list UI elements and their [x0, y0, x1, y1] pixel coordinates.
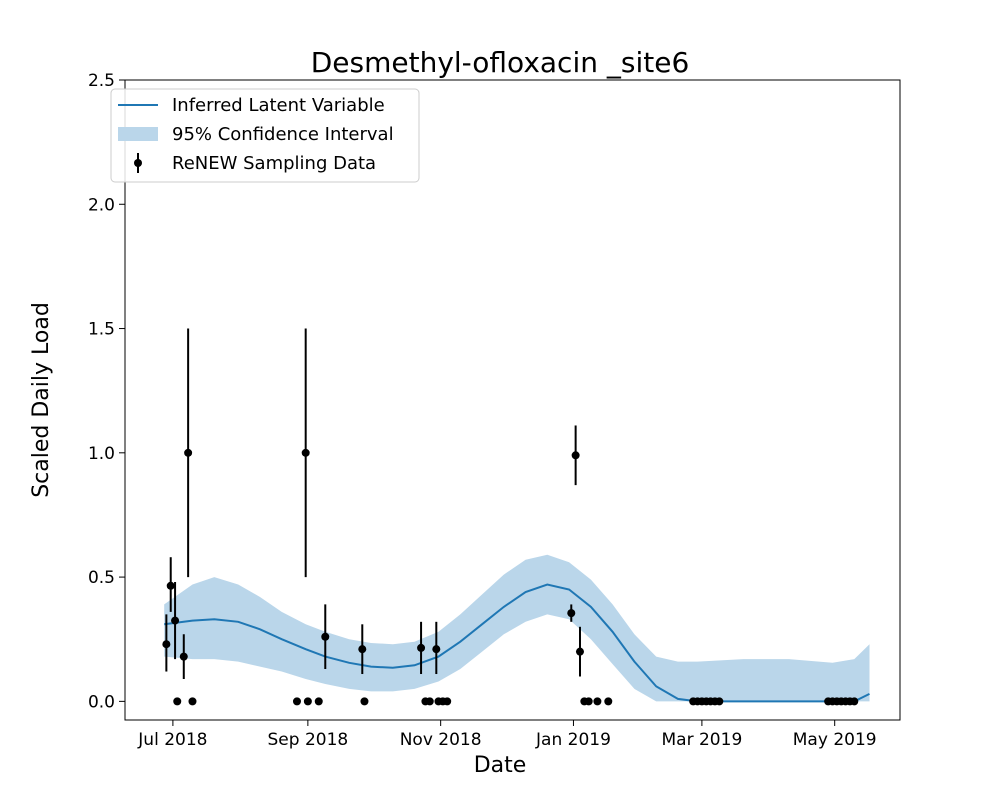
y-tick-label: 1.5	[88, 320, 115, 340]
data-point	[604, 697, 613, 706]
confidence-band	[164, 554, 870, 702]
x-tick-label: Nov 2018	[400, 730, 482, 750]
x-tick-label: Mar 2019	[662, 730, 743, 750]
x-axis-ticks: Jul 2018 Sep 2018 Nov 2018 Jan 2019 Mar 2019…	[137, 720, 877, 750]
data-point	[425, 697, 434, 706]
data-point	[593, 697, 602, 706]
data-point	[358, 645, 367, 654]
y-axis-ticks: 0.0 0.5 1.0 1.5 2.0 2.5	[88, 71, 125, 712]
data-point	[571, 451, 580, 460]
data-point	[360, 697, 369, 706]
legend-label-samples: ReNEW Sampling Data	[172, 153, 376, 174]
y-tick-label: 2.0	[88, 195, 115, 215]
data-point	[575, 647, 584, 656]
y-tick-label: 0.5	[88, 568, 115, 588]
data-point	[443, 697, 452, 706]
x-tick-label: Sep 2018	[268, 730, 349, 750]
plot-frame	[124, 79, 901, 721]
data-point	[417, 643, 426, 652]
data-point	[173, 697, 182, 706]
legend: Inferred Latent Variable 95% Confidence …	[110, 88, 420, 183]
data-point	[303, 697, 312, 706]
confidence-band-layer	[164, 554, 870, 702]
chart-title: Desmethyl-ofloxacin _site6	[311, 46, 690, 79]
legend-point-swatch	[134, 159, 142, 167]
data-point	[584, 697, 593, 706]
x-tick-label: Jan 2019	[535, 730, 611, 750]
data-point	[166, 581, 175, 590]
data-point	[188, 697, 197, 706]
x-tick-label: Jul 2018	[137, 730, 207, 750]
data-point	[715, 697, 724, 706]
data-point	[184, 448, 193, 457]
legend-label-latent: Inferred Latent Variable	[172, 95, 385, 116]
data-point	[567, 609, 576, 618]
data-point	[171, 616, 180, 625]
sample-point-layer	[162, 448, 859, 706]
data-point	[314, 697, 323, 706]
y-tick-label: 1.0	[88, 444, 115, 464]
legend-label-band: 95% Confidence Interval	[172, 124, 394, 145]
legend-band-swatch	[118, 127, 158, 141]
data-point	[321, 632, 330, 641]
data-point	[301, 448, 310, 457]
data-point	[162, 640, 171, 649]
legend-frame	[110, 88, 420, 183]
data-point	[292, 697, 301, 706]
x-tick-label: May 2019	[793, 730, 877, 750]
data-point	[850, 697, 859, 706]
y-axis-label: Scaled Daily Load	[29, 302, 54, 498]
y-tick-label: 2.5	[88, 71, 115, 91]
data-point	[432, 645, 441, 654]
y-tick-label: 0.0	[88, 692, 115, 712]
data-point	[179, 652, 188, 661]
x-axis-label: Date	[474, 753, 527, 778]
